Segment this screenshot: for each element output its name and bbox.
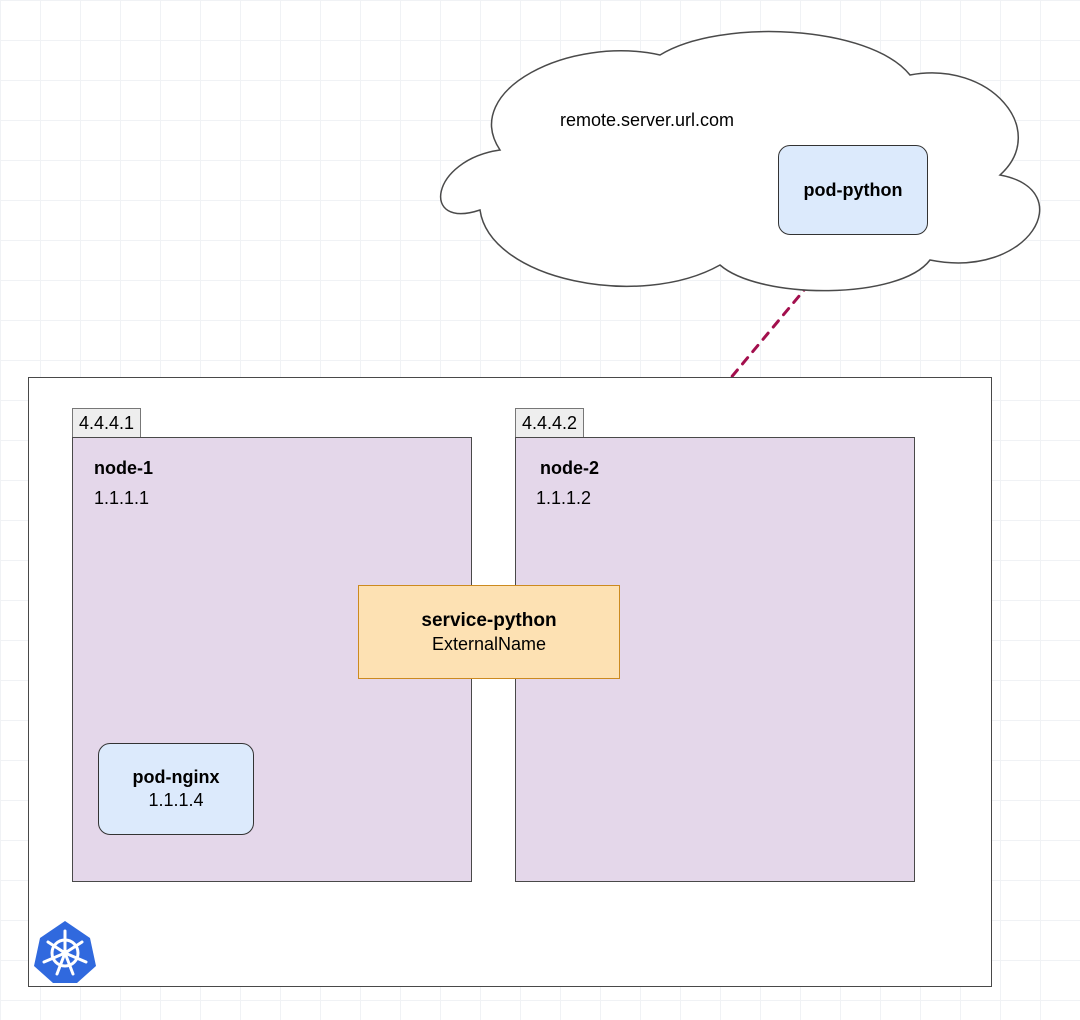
service-python-subtitle: ExternalName xyxy=(432,634,546,655)
pod-python: pod-python xyxy=(778,145,928,235)
service-python: service-python ExternalName xyxy=(358,585,620,679)
cloud-label: remote.server.url.com xyxy=(560,110,734,131)
pod-nginx-label: pod-nginx xyxy=(133,767,220,788)
diagram-canvas: remote.server.url.com pod-python 4.4.4.1… xyxy=(0,0,1080,1020)
node1-internal-ip: 1.1.1.1 xyxy=(94,488,149,509)
node1-name: node-1 xyxy=(94,458,153,479)
pod-python-label: pod-python xyxy=(804,180,903,201)
pod-nginx: pod-nginx 1.1.1.4 xyxy=(98,743,254,835)
node2-name: node-2 xyxy=(540,458,599,479)
node1-external-ip: 4.4.4.1 xyxy=(72,408,141,439)
node2-internal-ip: 1.1.1.2 xyxy=(536,488,591,509)
pod-nginx-ip: 1.1.1.4 xyxy=(148,790,203,811)
service-python-title: service-python xyxy=(421,610,556,632)
node2-external-ip: 4.4.4.2 xyxy=(515,408,584,439)
